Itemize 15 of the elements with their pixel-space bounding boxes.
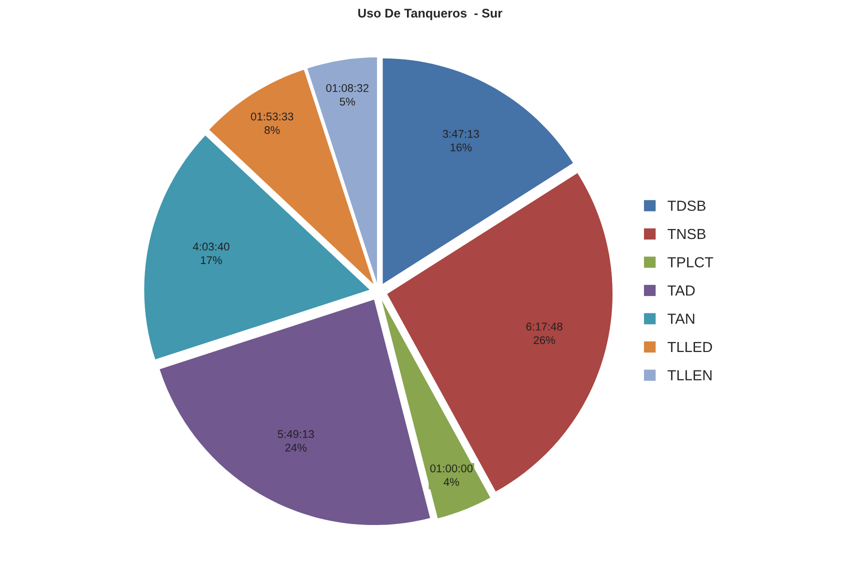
chart-title: Uso De Tanqueros - Sur bbox=[358, 8, 502, 20]
data-label: 4:03:40 17% bbox=[192, 242, 230, 264]
data-label: 01:08:32 5% bbox=[326, 84, 368, 106]
data-label: 6:17:48 26% bbox=[526, 322, 562, 344]
legend-label: TLLEN bbox=[668, 370, 712, 380]
legend-label: TDSB bbox=[668, 200, 706, 211]
data-label: 01:53:33 8% bbox=[250, 112, 294, 134]
legend-label: TNSB bbox=[668, 228, 706, 240]
legend-label: TPLCT bbox=[668, 257, 714, 268]
legend-label: TAD bbox=[668, 285, 695, 296]
data-label: 5:49:13 24% bbox=[278, 430, 314, 452]
data-label: 3:47:13 16% bbox=[442, 130, 479, 152]
legend-label: TLLED bbox=[668, 342, 712, 352]
legend-label: TAN bbox=[668, 314, 694, 324]
data-label: 01:00:00 4% bbox=[430, 464, 473, 486]
